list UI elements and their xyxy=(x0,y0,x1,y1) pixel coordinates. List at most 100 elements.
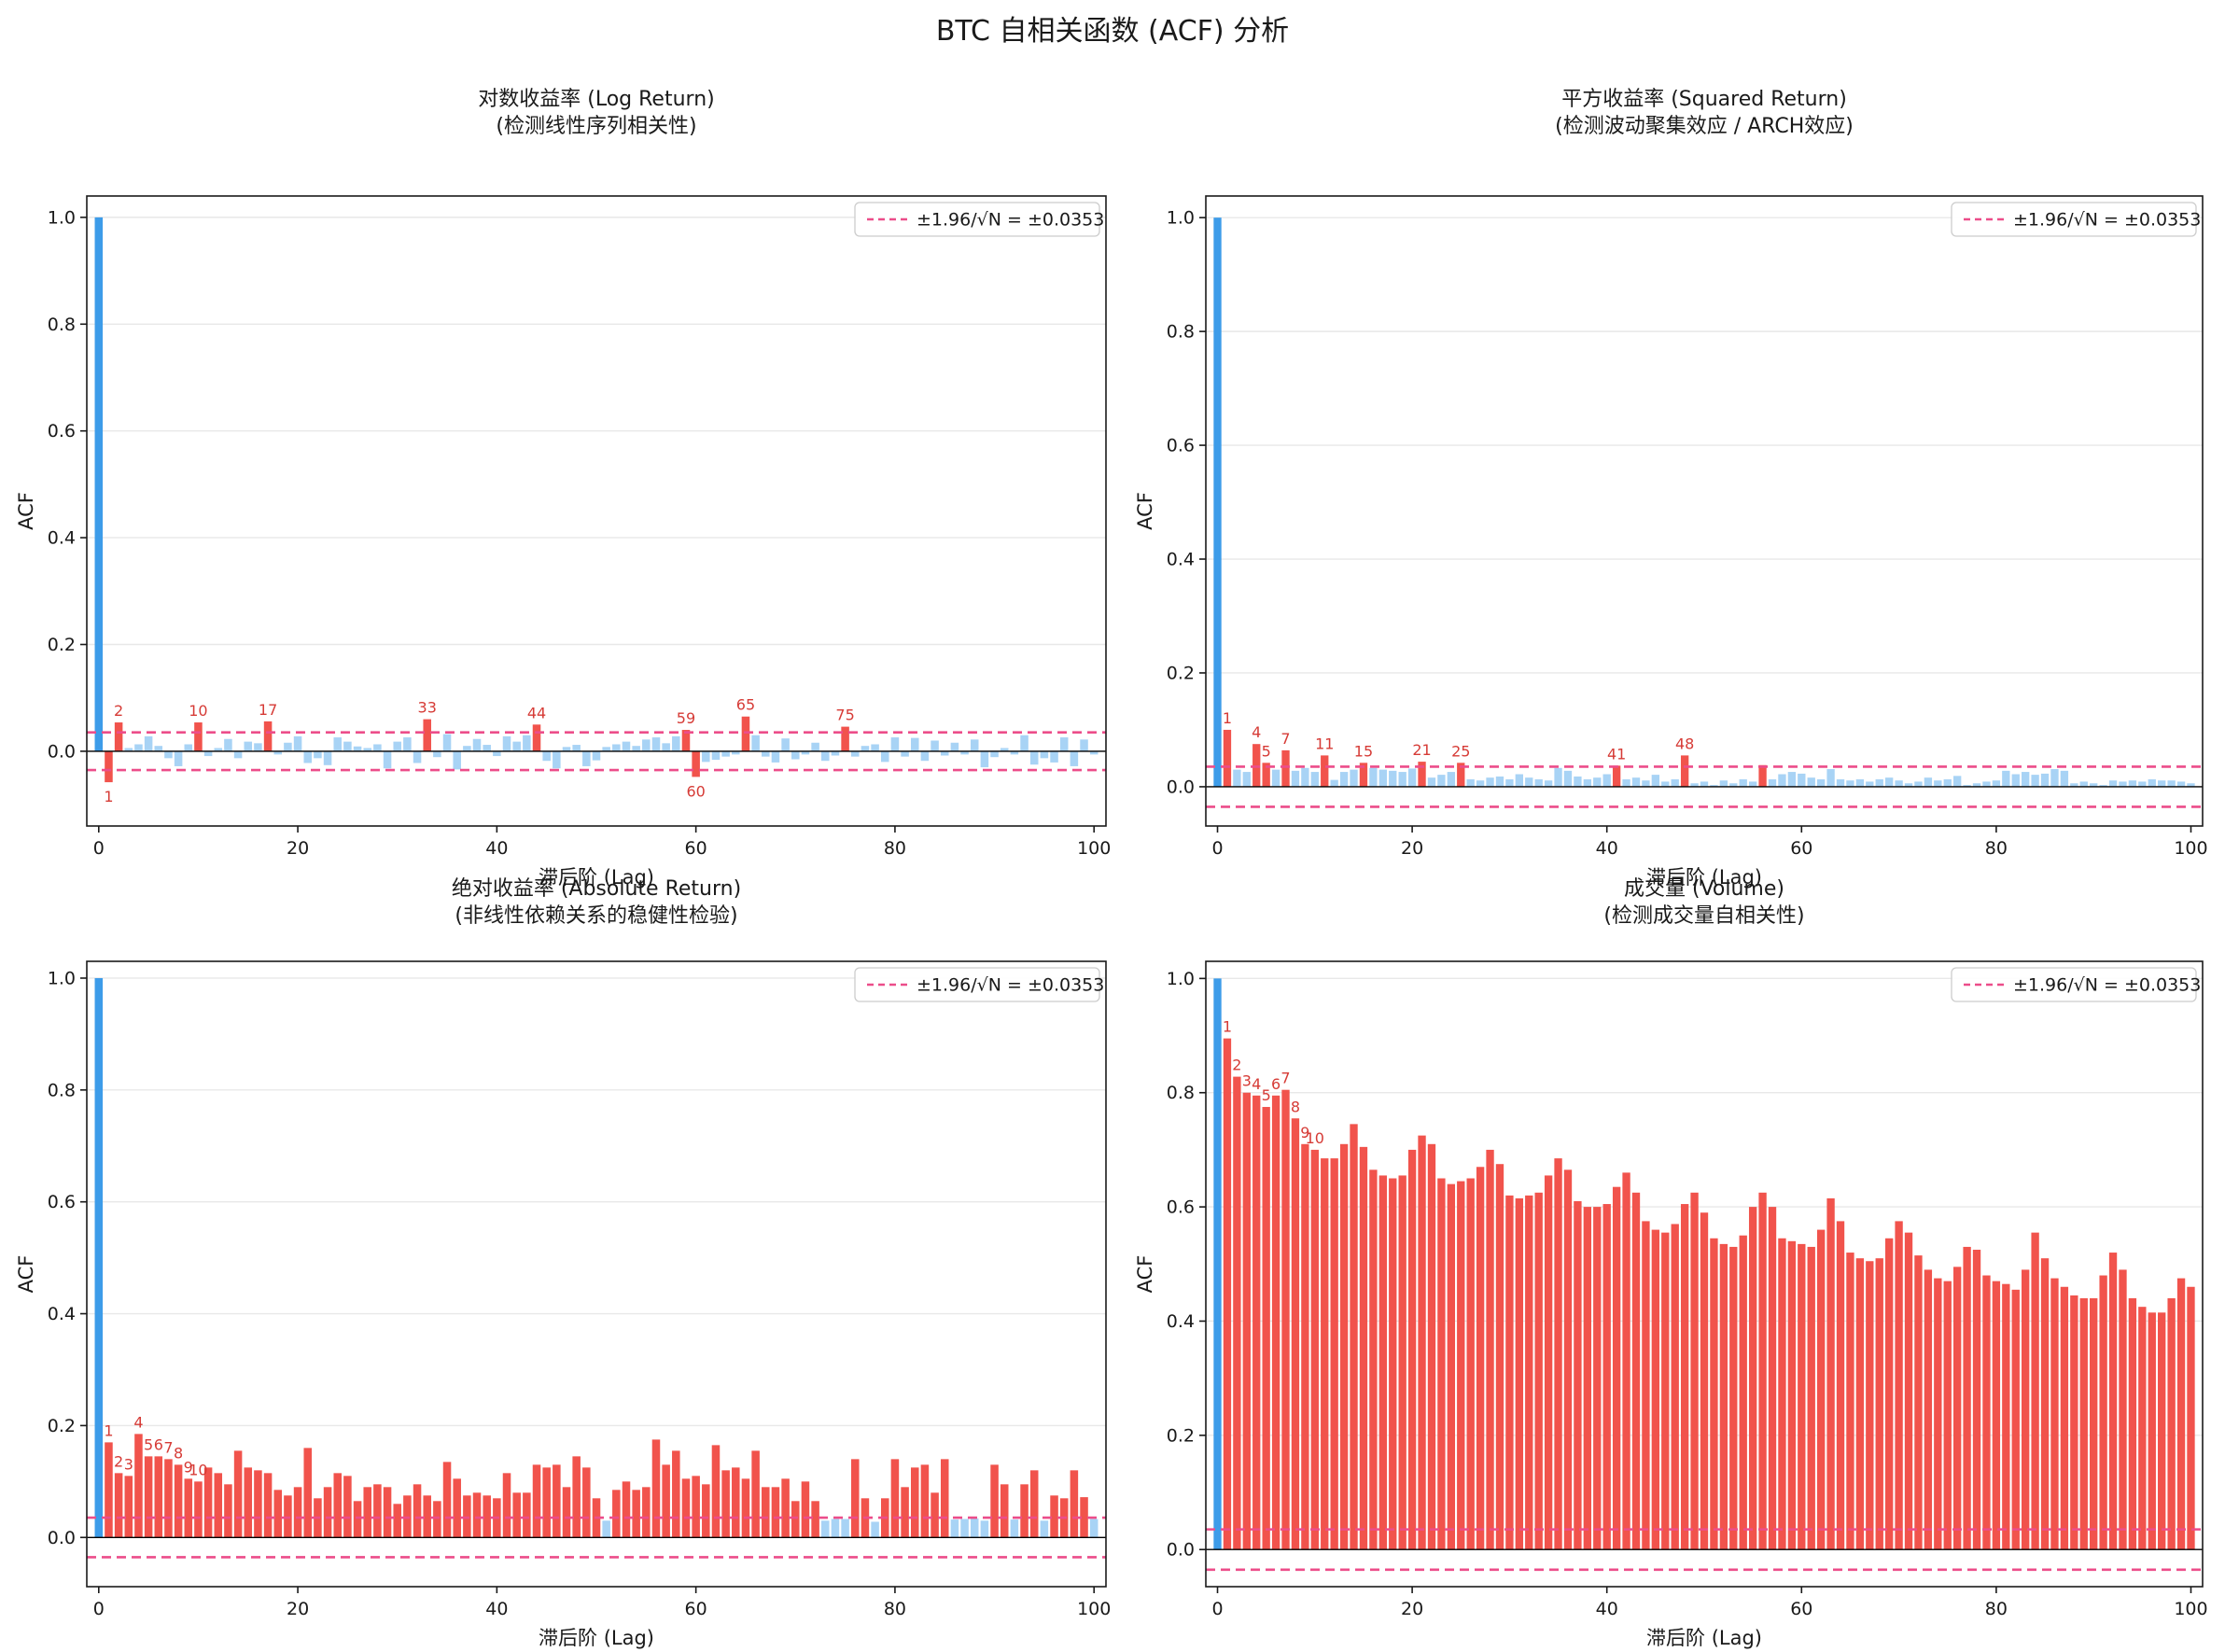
acf-bar xyxy=(124,748,133,751)
acf-bar xyxy=(781,1478,790,1538)
acf-bar xyxy=(1671,779,1679,787)
y-tick-label: 0.8 xyxy=(1167,1083,1195,1103)
acf-bar xyxy=(2070,1295,2078,1550)
acf-bar xyxy=(920,1464,930,1538)
acf-bar xyxy=(1729,783,1738,787)
x-axis-label: 滞后阶 (Lag) xyxy=(539,1627,654,1649)
acf-bar xyxy=(1525,777,1533,787)
acf-bar xyxy=(393,1504,401,1538)
acf-bar xyxy=(841,1519,849,1538)
acf-bar xyxy=(1223,1038,1232,1550)
acf-bar xyxy=(1846,1253,1854,1550)
acf-bar xyxy=(1690,783,1699,787)
acf-bar xyxy=(940,1459,949,1538)
acf-bar xyxy=(2002,770,2010,787)
acf-bar xyxy=(1089,750,1099,755)
acf-bar xyxy=(1739,1235,1747,1550)
acf-bar xyxy=(1301,767,1309,787)
acf-bar xyxy=(791,1501,800,1538)
acf-bar xyxy=(1378,769,1387,787)
acf-bar xyxy=(841,726,849,751)
acf-bar xyxy=(801,750,810,755)
acf-bar xyxy=(1495,1164,1504,1550)
y-tick-label: 0.2 xyxy=(48,1416,76,1436)
bar-label: 8 xyxy=(174,1444,183,1462)
acf-bar xyxy=(184,744,193,751)
acf-bar xyxy=(233,1450,243,1538)
acf-bar xyxy=(612,744,621,751)
acf-bar xyxy=(662,743,670,751)
acf-bar xyxy=(1875,779,1883,787)
bar-label: 4 xyxy=(133,1413,143,1431)
acf-bar xyxy=(990,750,999,758)
bar-label: 11 xyxy=(1315,735,1334,752)
y-axis-label: ACF xyxy=(1134,492,1156,530)
acf-bar xyxy=(263,721,273,751)
acf-bar xyxy=(1574,776,1582,787)
acf-bar xyxy=(2148,1312,2156,1550)
acf-bar xyxy=(2050,769,2059,787)
acf-bar xyxy=(1875,1258,1883,1550)
bar-label: 59 xyxy=(677,709,695,727)
acf-bar xyxy=(1029,750,1039,765)
acf-bar xyxy=(692,1476,700,1538)
acf-bar xyxy=(2119,781,2127,787)
acf-bar xyxy=(1593,1207,1602,1550)
acf-bar xyxy=(1710,1238,1718,1550)
bar-label: 7 xyxy=(1280,1070,1290,1087)
acf-bar xyxy=(1642,780,1650,787)
acf-bar xyxy=(184,1478,193,1538)
bar-label: 44 xyxy=(527,704,546,721)
acf-bar xyxy=(512,741,521,751)
acf-bar xyxy=(1778,1238,1786,1550)
acf-bar xyxy=(94,977,104,1538)
acf-bar xyxy=(493,750,501,757)
bar-label: 4 xyxy=(1252,1075,1261,1093)
acf-bar xyxy=(1070,1470,1079,1538)
bars xyxy=(94,217,1099,783)
acf-bar xyxy=(1321,1158,1329,1550)
legend-label: ±1.96/√N = ±0.0353 xyxy=(2013,975,2201,996)
bar-label: 75 xyxy=(835,707,854,724)
acf-bar xyxy=(1934,780,1942,787)
x-axis: 0 20 40 60 80 100 滞后阶 (Lag) xyxy=(93,826,1111,889)
y-tick-label: 0.8 xyxy=(1167,322,1195,343)
acf-bar xyxy=(901,750,909,757)
acf-bar xyxy=(692,750,700,777)
axes-spines xyxy=(86,960,1107,1588)
acf-bar xyxy=(642,739,651,751)
acf-bar xyxy=(423,719,431,751)
subplot-title-line2: (非线性依赖关系的稳健性检验) xyxy=(455,904,738,928)
acf-bar xyxy=(851,750,860,757)
y-axis: 1.0 0.8 0.6 0.4 0.2 0.0 ACF xyxy=(15,207,87,762)
acf-bar xyxy=(1816,1229,1826,1550)
figure-title: BTC 自相关函数 (ACF) 分析 xyxy=(935,15,1290,48)
acf-bar xyxy=(244,1467,253,1538)
acf-bar xyxy=(1661,781,1670,787)
acf-bar xyxy=(1758,1192,1767,1550)
gridlines xyxy=(87,217,1106,752)
x-tick-label: 0 xyxy=(93,1599,105,1619)
acf-bar xyxy=(1281,749,1290,787)
acf-bar xyxy=(1895,780,1903,787)
acf-bar xyxy=(1359,763,1368,787)
threshold-lines xyxy=(87,731,1106,772)
acf-bar xyxy=(1534,1192,1543,1550)
acf-bar xyxy=(1739,779,1747,787)
x-tick-label: 40 xyxy=(1596,1599,1618,1619)
acf-bar xyxy=(1050,750,1058,763)
acf-bar xyxy=(1593,777,1602,787)
acf-bar xyxy=(373,744,382,751)
acf-bar xyxy=(732,1467,740,1538)
acf-bar xyxy=(453,750,461,770)
acf-bar xyxy=(403,737,412,751)
acf-bar xyxy=(2040,773,2050,787)
acf-bar xyxy=(781,738,790,751)
acf-bar xyxy=(2119,1269,2127,1550)
acf-bar xyxy=(2158,1312,2166,1550)
x-tick-label: 60 xyxy=(685,838,707,859)
acf-bar xyxy=(811,1501,819,1538)
acf-bar xyxy=(453,1478,461,1538)
acf-bar xyxy=(553,1464,561,1538)
bar-label: 5 xyxy=(144,1435,153,1453)
